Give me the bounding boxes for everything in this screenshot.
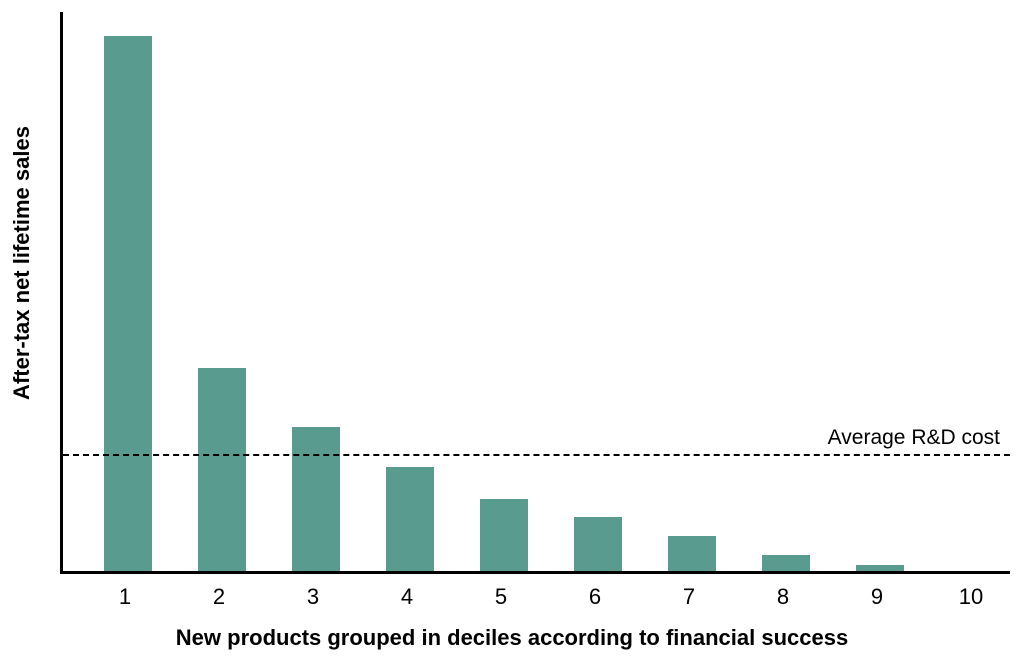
x-tick-label: 9 [871,584,883,610]
reference-line [63,454,1010,456]
x-tick-label: 3 [307,584,319,610]
plot-area: Average R&D cost [60,12,1010,574]
bars-layer [63,12,1010,571]
reference-line-label: Average R&D cost [828,426,1000,450]
bar [856,565,904,571]
x-tick-label: 8 [777,584,789,610]
x-tick-label: 1 [119,584,131,610]
bar [480,499,528,571]
x-tick-label: 2 [213,584,225,610]
bar [198,368,246,571]
bar [104,36,152,571]
bar [668,536,716,571]
x-tick-label: 10 [959,584,983,610]
x-tick-label: 4 [401,584,413,610]
x-axis-label: New products grouped in deciles accordin… [0,625,1024,651]
y-axis-label: After-tax net lifetime sales [9,126,35,400]
bar [292,427,340,572]
bar [762,555,810,571]
bar [386,467,434,571]
x-tick-label: 5 [495,584,507,610]
x-tick-label: 7 [683,584,695,610]
chart-container: After-tax net lifetime sales Average R&D… [0,0,1024,659]
x-tick-label: 6 [589,584,601,610]
bar [574,517,622,571]
